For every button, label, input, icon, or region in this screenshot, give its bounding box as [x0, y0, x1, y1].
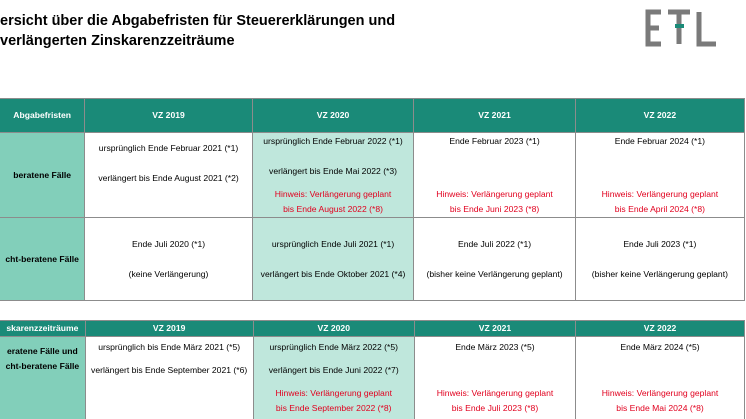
etl-logo — [644, 8, 720, 48]
table-cell: Ende Juli 2020 (*1) (keine Verlängerung) — [84, 217, 253, 301]
spacer — [576, 355, 744, 363]
spacer — [254, 378, 414, 386]
spacer — [85, 156, 251, 171]
spacer — [85, 252, 251, 267]
cell-text: verlängert bis Ende Mai 2022 (*3) — [269, 165, 398, 176]
spacer — [576, 252, 744, 267]
note-text: Hinweis: Verlängerung geplant — [274, 188, 392, 199]
page-title: ersicht über die Abgabefristen für Steue… — [0, 11, 395, 51]
column-header: skarenzzeiträume — [0, 320, 86, 337]
cell-text: verlängert bis Ende September 2021 (*6) — [91, 365, 248, 375]
note-text: bis Ende Juni 2023 (*8) — [449, 203, 540, 214]
cell-text: Ende Juli 2023 (*1) — [623, 238, 697, 249]
cell-text: verlängert bis Ende August 2021 (*2) — [98, 173, 239, 183]
table-row: eratene Fälle und cht-beratene Fälle urs… — [0, 336, 745, 419]
table-row: beratene Fälle ursprünglich Ende Februar… — [0, 132, 746, 218]
column-header: VZ 2019 — [84, 98, 253, 133]
cell-text: ursprünglich Ende März 2022 (*5) — [269, 342, 398, 352]
spacer — [253, 149, 414, 164]
table-cell: ursprünglich bis Ende März 2021 (*5) ver… — [84, 336, 254, 419]
column-header: VZ 2021 — [413, 320, 577, 337]
cell-text: Ende März 2024 (*5) — [620, 342, 700, 352]
spacer — [415, 355, 575, 363]
spacer — [576, 179, 744, 187]
note-text: bis Ende August 2022 (*8) — [283, 203, 383, 214]
column-header: VZ 2020 — [251, 98, 415, 133]
table-cell: Ende März 2024 (*5) Hinweis: Verlängerun… — [575, 336, 745, 419]
column-header: VZ 2021 — [413, 98, 576, 133]
table-row: cht-beratene Fälle Ende Juli 2020 (*1) (… — [0, 217, 746, 301]
row-label: eratene Fälle und cht-beratene Fälle — [0, 336, 86, 419]
spacer — [415, 378, 575, 386]
note-text: Hinweis: Verlängerung geplant — [436, 188, 553, 199]
spacer — [414, 252, 574, 267]
page-title-line-1: ersicht über die Abgabefristen für Steue… — [0, 13, 396, 29]
column-header: VZ 2022 — [575, 320, 745, 337]
cell-text: Ende Februar 2023 (*1) — [449, 135, 540, 146]
spacer — [576, 378, 744, 386]
cell-text: ursprünglich Ende Juli 2021 (*1) — [271, 238, 395, 249]
table-cell: ursprünglich Ende Juli 2021 (*1) verläng… — [251, 217, 415, 301]
cell-text: (bisher keine Verlängerung geplant) — [426, 268, 563, 279]
column-header: VZ 2022 — [574, 98, 746, 133]
spacer — [414, 149, 574, 164]
column-header: VZ 2020 — [252, 320, 415, 337]
cell-text: Ende Februar 2024 (*1) — [614, 135, 706, 146]
spacer — [576, 363, 744, 378]
column-header: VZ 2019 — [84, 320, 254, 337]
cell-text: verlängert bis Ende Juni 2022 (*7) — [268, 365, 399, 375]
table-cell: ursprünglich Ende März 2022 (*5) verläng… — [252, 336, 415, 419]
spacer — [414, 164, 574, 179]
spacer — [576, 164, 744, 179]
column-header: Abgabefristen — [0, 98, 86, 133]
note-text: bis Ende Juli 2023 (*8) — [451, 403, 539, 413]
spacer — [253, 179, 414, 187]
row-label: cht-beratene Fälle — [0, 217, 86, 301]
table-header-row: Abgabefristen VZ 2019 VZ 2020 VZ 2021 VZ… — [0, 98, 746, 133]
spacer — [85, 186, 251, 201]
note-text: Hinweis: Verlängerung geplant — [601, 388, 719, 398]
table-cell: Ende Juli 2023 (*1) (bisher keine Verlän… — [574, 217, 746, 301]
cell-text: verlängert bis Ende Oktober 2021 (*4) — [260, 268, 406, 279]
spacer — [415, 363, 575, 378]
page-title-line-2: verlängerten Zinskarenzzeiträume — [0, 33, 235, 49]
note-text: Hinweis: Verlängerung geplant — [601, 188, 719, 199]
cell-text: (keine Verlängerung) — [128, 268, 209, 279]
row-label: beratene Fälle — [0, 132, 86, 218]
table-cell: Ende Februar 2024 (*1) Hinweis: Verlänge… — [574, 132, 746, 218]
table-cell: Ende Februar 2023 (*1) Hinweis: Verlänge… — [413, 132, 576, 218]
spacer — [414, 179, 574, 187]
spacer — [254, 355, 414, 363]
table-cell: ursprünglich Ende Februar 2021 (*1) verl… — [84, 132, 253, 218]
note-text: bis Ende September 2022 (*8) — [275, 403, 392, 413]
abgabefristen-table: Abgabefristen VZ 2019 VZ 2020 VZ 2021 VZ… — [0, 98, 746, 301]
cell-text: Ende Juli 2022 (*1) — [458, 238, 532, 249]
row-label-line: cht-beratene Fälle — [5, 361, 80, 371]
spacer — [86, 355, 253, 363]
spacer — [253, 252, 414, 267]
zinskarenzzeitraeume-table: skarenzzeiträume VZ 2019 VZ 2020 VZ 2021… — [0, 320, 745, 419]
spacer — [576, 149, 744, 164]
note-text: Hinweis: Verlängerung geplant — [275, 388, 393, 398]
table-cell: ursprünglich Ende Februar 2022 (*1) verl… — [251, 132, 415, 218]
row-label-line: eratene Fälle und — [7, 346, 78, 356]
table-cell: Ende März 2023 (*5) Hinweis: Verlängerun… — [413, 336, 577, 419]
cell-text: ursprünglich Ende Februar 2021 (*1) — [98, 143, 239, 153]
spacer — [85, 201, 251, 209]
note-text: Hinweis: Verlängerung geplant — [436, 388, 554, 398]
note-text: bis Ende Mai 2024 (*8) — [616, 403, 704, 413]
cell-text: (bisher keine Verlängerung geplant) — [591, 268, 728, 279]
cell-text: Ende Juli 2020 (*1) — [132, 238, 206, 249]
note-text: bis Ende April 2024 (*8) — [614, 203, 706, 214]
cell-text: ursprünglich bis Ende März 2021 (*5) — [98, 342, 241, 352]
cell-text: ursprünglich Ende Februar 2022 (*1) — [263, 135, 403, 146]
cell-text: Ende März 2023 (*5) — [455, 342, 535, 352]
table-cell: Ende Juli 2022 (*1) (bisher keine Verlän… — [413, 217, 576, 301]
table-header-row: skarenzzeiträume VZ 2019 VZ 2020 VZ 2021… — [0, 320, 745, 337]
